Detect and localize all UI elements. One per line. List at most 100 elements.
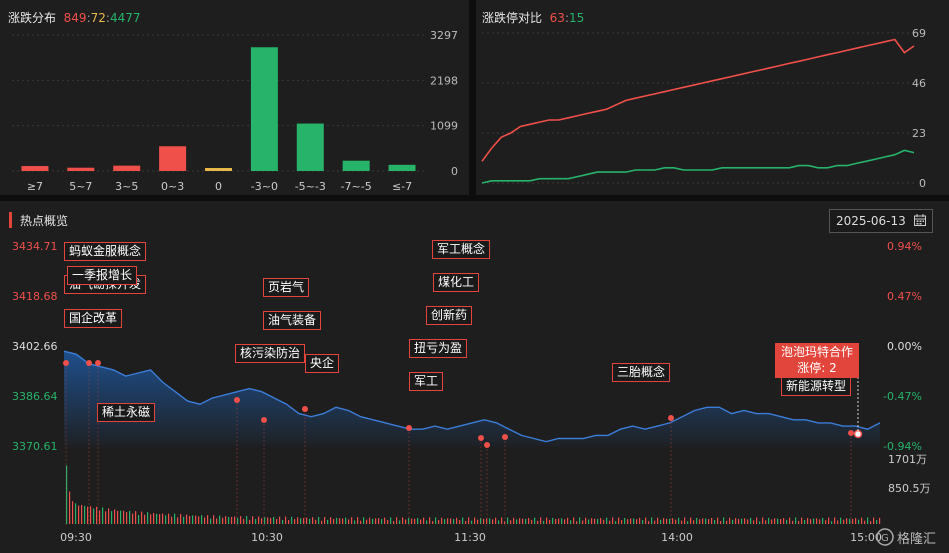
volume-bar — [243, 518, 245, 524]
event-tag[interactable]: 油气装备 — [263, 311, 322, 330]
volume-bar — [261, 518, 263, 524]
event-tag[interactable]: 三胎概念 — [612, 363, 671, 382]
x-tick-label: 09:30 — [60, 531, 92, 544]
volume-bar — [234, 516, 236, 524]
volume-bar — [507, 517, 509, 524]
ratio-panel: 涨跌停对比 63:15 69 46 23 0 — [476, 0, 949, 195]
volume-bar — [372, 518, 374, 524]
volume-bar — [264, 517, 266, 524]
volume-bar — [513, 517, 515, 524]
volume-bar — [666, 518, 668, 524]
x-tick-label: 0 — [215, 180, 222, 193]
event-tag[interactable]: 一季报增长 — [67, 266, 138, 285]
sep: : — [105, 11, 110, 25]
volume-bar — [510, 520, 512, 524]
volume-bar — [195, 515, 197, 524]
volume-bar — [543, 520, 545, 524]
volume-bar — [138, 515, 140, 524]
up-count: 849 — [63, 11, 87, 25]
bar — [296, 123, 324, 171]
x-tick-label: -7~-5 — [341, 180, 372, 193]
distribution-title-row: 涨跌分布 849:72:4477 — [8, 9, 140, 26]
event-dot — [478, 435, 484, 441]
volume-bar — [99, 510, 101, 524]
event-tag[interactable]: 新能源转型 — [781, 377, 852, 396]
volume-bar — [375, 518, 377, 524]
volume-bar — [672, 518, 674, 524]
title-accent-bar — [9, 212, 12, 228]
volume-bar — [729, 517, 731, 524]
volume-bar — [309, 518, 311, 524]
volume-bar — [423, 517, 425, 524]
volume-bar — [834, 517, 836, 524]
event-tag[interactable]: 页岩气 — [263, 278, 310, 297]
volume-bar — [774, 518, 776, 524]
highlight-sub: 涨停: 2 — [797, 361, 837, 375]
y-tick-right: 0.00% — [887, 340, 922, 353]
event-tag[interactable]: 扭亏为盈 — [409, 339, 468, 358]
volume-bar — [297, 517, 299, 524]
event-tag[interactable]: 蚂蚁金服概念 — [64, 242, 147, 261]
volume-bar — [600, 518, 602, 524]
volume-bar — [618, 517, 620, 524]
highlight-tag[interactable]: 泡泡玛特合作 涨停: 2 — [775, 343, 859, 378]
volume-bar — [183, 516, 185, 524]
event-tag[interactable]: 国企改革 — [64, 309, 123, 328]
volume-bar — [282, 520, 284, 524]
volume-bar — [90, 506, 92, 524]
volume-bar — [879, 517, 881, 524]
volume-bar — [561, 518, 563, 524]
x-tick-label: 0~3 — [161, 180, 184, 193]
event-tag[interactable]: 军工概念 — [432, 240, 491, 259]
volume-bar — [291, 516, 293, 524]
volume-bar — [237, 517, 239, 524]
volume-bar — [390, 517, 392, 524]
event-tag[interactable]: 军工 — [409, 372, 444, 391]
y-tick-label: 3297 — [430, 29, 458, 42]
volume-bar — [72, 501, 74, 524]
event-dot — [668, 415, 674, 421]
volume-bar — [441, 517, 443, 524]
volume-bar — [621, 520, 623, 524]
volume-bar — [348, 519, 350, 524]
event-tag[interactable]: 稀土永磁 — [97, 403, 156, 422]
volume-bar — [816, 518, 818, 524]
event-tag[interactable]: 煤化工 — [433, 273, 480, 292]
volume-bar — [555, 519, 557, 524]
volume-bar — [105, 511, 107, 524]
sep: : — [86, 11, 91, 25]
volume-bar — [171, 516, 173, 524]
volume-bar — [546, 517, 548, 524]
event-tag[interactable]: 创新药 — [426, 306, 473, 325]
volume-bar — [738, 518, 740, 524]
event-tag[interactable]: 央企 — [305, 354, 340, 373]
volume-bar — [300, 518, 302, 524]
volume-bar — [81, 504, 83, 524]
volume-bar — [756, 517, 758, 524]
volume-bar — [126, 512, 128, 524]
volume-bar — [315, 519, 317, 524]
x-tick-label: ≥7 — [27, 180, 43, 193]
volume-bar — [102, 507, 104, 524]
volume-bar — [498, 520, 500, 524]
volume-bar — [489, 518, 491, 524]
event-dot — [86, 360, 92, 366]
volume-bar — [141, 511, 143, 524]
volume-bar — [612, 517, 614, 524]
volume-bar — [381, 519, 383, 524]
volume-bar — [150, 514, 152, 524]
volume-bar — [360, 520, 362, 524]
y-tick-label: 2198 — [430, 74, 458, 87]
volume-bar — [777, 518, 779, 524]
volume-bar — [654, 520, 656, 524]
volume-bar — [246, 516, 248, 524]
limit-up-count: 63 — [549, 11, 565, 25]
y-tick-label: 23 — [912, 127, 926, 140]
date-picker[interactable]: 2025-06-13 — [829, 209, 933, 233]
volume-bar — [516, 519, 518, 524]
event-tag[interactable]: 核污染防治 — [235, 344, 306, 363]
volume-bar — [393, 520, 395, 524]
volume-bar — [420, 519, 422, 524]
volume-bar — [576, 521, 578, 524]
volume-bar — [336, 517, 338, 524]
